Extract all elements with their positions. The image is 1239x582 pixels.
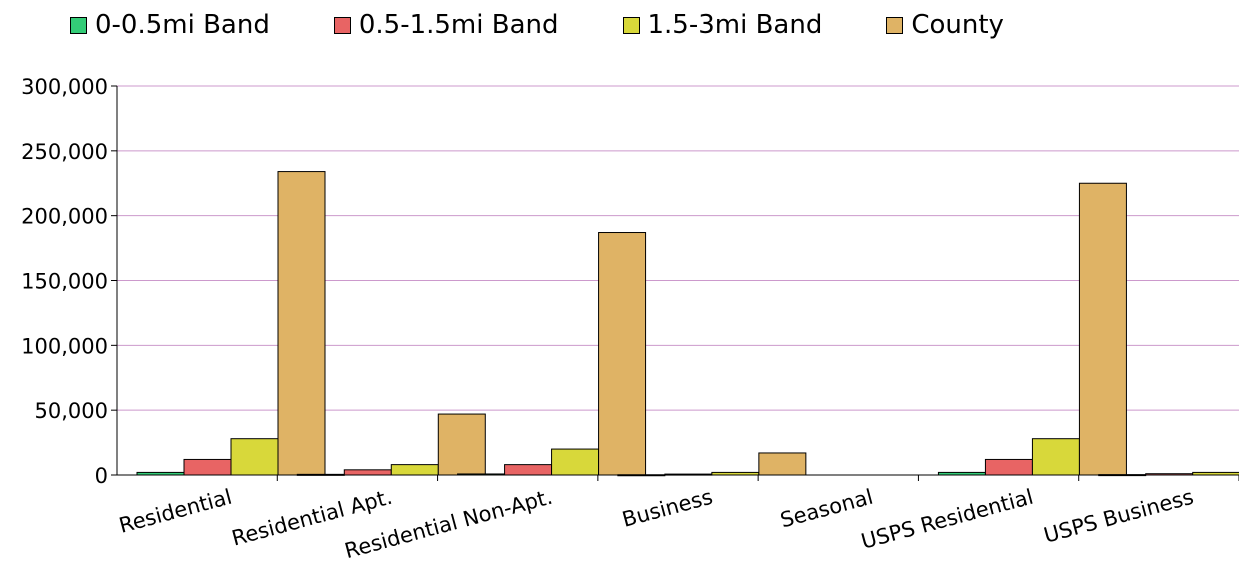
bar-0-0-5mi-band: [136, 471, 185, 476]
x-tick-label: USPS Business: [1041, 485, 1196, 548]
legend-swatch-0.5-1.5mi-band: [333, 16, 351, 34]
bar-county: [598, 232, 647, 476]
y-tick-label: 300,000: [21, 75, 108, 99]
bar-0-5-1-5mi-band: [1145, 473, 1194, 476]
y-tick-label: 150,000: [21, 270, 108, 294]
legend-label-0.5-1.5mi-band: 0.5-1.5mi Band: [358, 10, 559, 40]
bar-0-0-5mi-band: [457, 473, 506, 476]
bar-0-5-1-5mi-band: [664, 473, 713, 476]
legend-swatch-1.5-3mi-band: [622, 16, 640, 34]
legend-label-0-0.5mi-band: 0-0.5mi Band: [95, 10, 270, 40]
bar-0-5-1-5mi-band: [343, 469, 392, 476]
legend-item-0.5-1.5mi-band: 0.5-1.5mi Band: [333, 10, 559, 40]
bar-0-5-1-5mi-band: [504, 464, 553, 476]
bar-0-0-5mi-band: [296, 473, 345, 476]
legend-item-0-0.5mi-band: 0-0.5mi Band: [70, 10, 270, 40]
bar-county: [437, 413, 486, 476]
bar-1-5-3mi-band: [230, 438, 279, 476]
legend-swatch-0-0.5mi-band: [70, 16, 87, 34]
bar-1-5-3mi-band: [390, 464, 439, 476]
bar-county: [758, 452, 807, 476]
y-tick-label: 200,000: [21, 205, 108, 229]
chart-legend: 0-0.5mi Band 0.5-1.5mi Band 1.5-3mi Band…: [70, 10, 1068, 40]
legend-item-county: County: [886, 10, 1004, 40]
legend-label-1.5-3mi-band: 1.5-3mi Band: [647, 10, 823, 40]
bar-1-5-3mi-band: [1031, 438, 1080, 476]
legend-label-county: County: [911, 10, 1004, 40]
bar-1-5-3mi-band: [551, 448, 600, 476]
bar-county: [277, 171, 326, 476]
x-tick-label: Seasonal: [778, 485, 876, 533]
bar-0-0-5mi-band: [937, 471, 986, 476]
x-tick-label: Business: [620, 485, 716, 532]
legend-item-1.5-3mi-band: 1.5-3mi Band: [622, 10, 823, 40]
bar-0-0-5mi-band: [1098, 474, 1147, 477]
bar-1-5-3mi-band: [711, 471, 760, 476]
bar-1-5-3mi-band: [1192, 471, 1239, 476]
y-tick-label: 50,000: [35, 399, 108, 423]
y-tick-label: 0: [95, 464, 108, 488]
y-tick-label: 250,000: [21, 140, 108, 164]
bar-county: [1078, 182, 1127, 476]
x-tick-label: Residential: [116, 485, 234, 538]
x-tick-label: USPS Residential: [859, 485, 1036, 554]
bar-0-0-5mi-band: [617, 474, 666, 477]
legend-swatch-county: [886, 16, 904, 34]
bar-0-5-1-5mi-band: [984, 458, 1033, 476]
bar-0-5-1-5mi-band: [183, 458, 232, 476]
y-tick-label: 100,000: [21, 334, 108, 358]
